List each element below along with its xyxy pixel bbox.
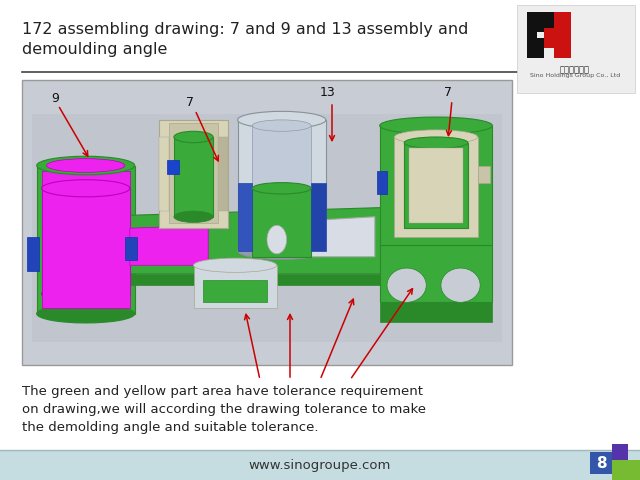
Text: the demolding angle and suitable tolerance.: the demolding angle and suitable toleran… xyxy=(22,421,319,434)
Ellipse shape xyxy=(47,159,125,172)
Polygon shape xyxy=(159,120,228,228)
Polygon shape xyxy=(394,137,477,237)
Text: 8: 8 xyxy=(596,456,606,470)
Polygon shape xyxy=(36,166,134,314)
Ellipse shape xyxy=(380,117,492,134)
Polygon shape xyxy=(544,28,571,58)
Bar xyxy=(612,460,640,480)
Bar xyxy=(527,38,544,58)
Bar xyxy=(166,160,179,174)
Text: 西诺控股集团: 西诺控股集团 xyxy=(560,65,590,74)
Text: 7: 7 xyxy=(444,86,452,99)
Ellipse shape xyxy=(36,304,134,323)
Text: 13: 13 xyxy=(320,86,336,99)
Polygon shape xyxy=(193,265,277,308)
Ellipse shape xyxy=(174,132,213,143)
Ellipse shape xyxy=(404,137,468,148)
Ellipse shape xyxy=(42,285,130,302)
Polygon shape xyxy=(81,274,453,285)
Polygon shape xyxy=(252,126,311,188)
Polygon shape xyxy=(174,137,213,217)
Bar xyxy=(477,166,490,182)
Polygon shape xyxy=(311,182,326,251)
Polygon shape xyxy=(252,188,311,257)
Ellipse shape xyxy=(237,242,326,260)
Text: on drawing,we will according the drawing tolerance to make: on drawing,we will according the drawing… xyxy=(22,403,426,416)
Bar xyxy=(590,452,612,474)
Polygon shape xyxy=(159,137,169,211)
Polygon shape xyxy=(32,114,502,342)
Polygon shape xyxy=(42,188,130,294)
Text: demoulding angle: demoulding angle xyxy=(22,42,168,57)
Bar xyxy=(612,444,628,464)
Polygon shape xyxy=(237,120,326,251)
Polygon shape xyxy=(277,217,375,257)
Text: www.sinogroupe.com: www.sinogroupe.com xyxy=(249,458,391,471)
Ellipse shape xyxy=(36,156,134,175)
Ellipse shape xyxy=(252,120,311,132)
Polygon shape xyxy=(42,171,130,308)
Polygon shape xyxy=(404,143,468,228)
Polygon shape xyxy=(204,279,267,302)
Text: 9: 9 xyxy=(51,92,59,105)
Ellipse shape xyxy=(441,268,480,302)
Bar xyxy=(554,12,571,32)
Text: Sino Holdings Group Co., Ltd: Sino Holdings Group Co., Ltd xyxy=(530,73,620,78)
Ellipse shape xyxy=(237,111,326,129)
Ellipse shape xyxy=(267,225,287,254)
Ellipse shape xyxy=(193,258,277,272)
Polygon shape xyxy=(409,148,463,223)
Polygon shape xyxy=(130,225,208,265)
Polygon shape xyxy=(237,182,252,251)
Bar xyxy=(377,171,387,194)
Bar xyxy=(517,5,635,93)
Text: 7: 7 xyxy=(186,96,194,109)
Bar xyxy=(22,80,512,365)
Ellipse shape xyxy=(394,130,477,144)
Ellipse shape xyxy=(252,182,311,194)
Polygon shape xyxy=(218,137,228,211)
Polygon shape xyxy=(81,205,453,274)
Polygon shape xyxy=(380,302,492,322)
Ellipse shape xyxy=(42,180,130,197)
Polygon shape xyxy=(527,12,554,42)
Text: 172 assembling drawing: 7 and 9 and 13 assembly and: 172 assembling drawing: 7 and 9 and 13 a… xyxy=(22,22,468,37)
Ellipse shape xyxy=(387,268,426,302)
Bar xyxy=(27,237,39,271)
Polygon shape xyxy=(380,126,492,245)
Bar xyxy=(125,237,137,260)
Ellipse shape xyxy=(174,211,213,223)
Polygon shape xyxy=(380,245,492,302)
Bar xyxy=(0,450,640,480)
Text: The green and yellow part area have tolerance requirement: The green and yellow part area have tole… xyxy=(22,385,423,398)
Polygon shape xyxy=(169,123,218,223)
